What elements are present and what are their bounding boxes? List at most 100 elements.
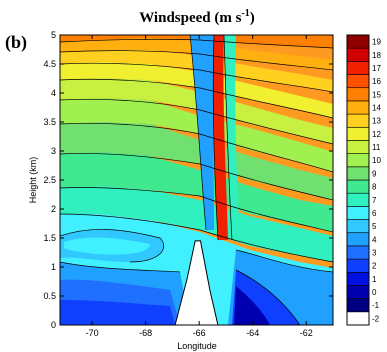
colorbar-label-2: 0: [372, 288, 377, 297]
colorbar-swatch-17: [346, 87, 370, 102]
colorbar-label-1: -1: [372, 301, 380, 310]
colorbar-label-3: 1: [372, 275, 377, 284]
colorbar-swatch-0: [346, 311, 370, 326]
colorbar-label-19: 17: [372, 64, 381, 73]
contour-line-3: [60, 78, 333, 119]
colorbar-label-11: 9: [372, 169, 377, 178]
colorbar-swatch-9: [346, 192, 370, 207]
x-tick-label-0: -70: [86, 328, 99, 338]
y-tick-label-2: 1: [51, 262, 56, 272]
contour-line-12: [235, 269, 301, 325]
colorbar-swatch-19: [346, 61, 370, 75]
colorbar-label-0: -2: [372, 314, 380, 323]
x-tick-label-3: -64: [246, 328, 259, 338]
colorbar-swatch-7: [346, 219, 370, 234]
field-crest-red: [213, 35, 228, 240]
colorbar-label-12: 10: [372, 156, 381, 165]
colorbar-swatch-20: [346, 47, 370, 62]
contour-line-15: [223, 35, 233, 241]
contour-line-14: [212, 35, 219, 241]
contour-line-5: [60, 122, 333, 173]
y-axis: 0 0.5 1 1.5 2 2.5 3 3.5 4 4.5 5: [43, 30, 333, 330]
colorbar-swatch-1: [346, 298, 370, 313]
colorbar-swatch-11: [346, 166, 370, 181]
x-tick-label-2: -66: [193, 328, 206, 338]
colorbar-frame: [346, 34, 370, 326]
colorbar-swatch-8: [346, 206, 370, 220]
colorbar-swatch-15: [346, 113, 370, 128]
y-tick-label-4: 2: [51, 204, 56, 214]
y-tick-label-1: 0.5: [43, 291, 56, 301]
chart-title-text: Windspeed: [139, 10, 211, 26]
colorbar-label-9: 7: [372, 196, 377, 205]
chart-title-exponent: -1: [241, 8, 249, 19]
colorbar-label-17: 15: [372, 90, 381, 99]
y-tick-label-9: 4.5: [43, 59, 56, 69]
colorbar-label-7: 5: [372, 222, 377, 231]
chart-title-units: (m s: [214, 10, 241, 26]
colorbar-label-8: 6: [372, 209, 377, 218]
field-lee-2: [234, 286, 270, 325]
plot-area: [59, 34, 334, 326]
colorbar-label-4: 2: [372, 262, 377, 271]
contour-line-7: [60, 187, 333, 233]
field-band-3: [60, 62, 333, 118]
contour-line-10: [60, 261, 181, 273]
colorbar-swatch-3: [346, 271, 370, 286]
colorbar-swatch-4: [346, 258, 370, 273]
colorbar-label-5: 3: [372, 249, 377, 258]
y-axis-label: Height (km): [28, 157, 38, 204]
colorbar-swatch-5: [346, 245, 370, 260]
colorbar-label-14: 12: [372, 130, 381, 139]
colorbar-label-18: 16: [372, 77, 381, 86]
contour-line-6: [60, 153, 333, 201]
colorbar-label-21: 19: [372, 38, 381, 47]
field-band-0: [60, 35, 333, 48]
colorbar-label-20: 18: [372, 51, 381, 60]
field-band-8: [60, 186, 333, 262]
colorbar-swatch-21: [346, 34, 370, 49]
contour-line-9: [60, 229, 165, 263]
field-band-5: [60, 98, 333, 172]
y-tick-label-10: 5: [51, 30, 56, 40]
colorbar-label-13: 11: [372, 143, 381, 152]
y-tick-label-5: 2.5: [43, 175, 56, 185]
contour-line-0: [60, 38, 333, 49]
y-tick-label-7: 3.5: [43, 117, 56, 127]
contour-line-1: [60, 50, 333, 71]
contour-line-11: [235, 249, 333, 273]
field-pool-4: [60, 300, 175, 325]
colorbar-swatch-12: [346, 153, 370, 168]
colorbar-label-10: 8: [372, 183, 377, 192]
contour-line-8: [60, 213, 333, 263]
x-tick-label-1: -68: [139, 328, 152, 338]
x-axis: -70 -68 -66 -64 -62: [86, 35, 313, 338]
y-tick-label-6: 3: [51, 146, 56, 156]
panel-label: (b): [5, 32, 27, 53]
colorbar-swatch-18: [346, 74, 370, 89]
chart-title: Windspeed (m s-1): [139, 8, 255, 26]
colorbar-swatch-13: [346, 140, 370, 154]
colorbar-swatch-2: [346, 285, 370, 299]
field-band-6: [60, 122, 333, 200]
colorbar-label-15: 13: [372, 117, 381, 126]
x-axis-label: Longitude: [177, 341, 217, 351]
field-crest-green: [224, 35, 240, 240]
colorbar-swatch-16: [346, 100, 370, 115]
colorbar-swatch-10: [346, 179, 370, 194]
colorbar-swatch-14: [346, 126, 370, 141]
colorbar-swatch-6: [346, 232, 370, 247]
contour-lines: [60, 35, 333, 325]
y-tick-label-8: 4: [51, 88, 56, 98]
contour-line-13: [189, 35, 207, 231]
y-tick-label-0: 0: [51, 320, 56, 330]
chart-title-close: ): [250, 10, 255, 26]
field-crest-blue: [190, 35, 214, 230]
field-band-7: [60, 152, 333, 232]
x-tick-label-4: -62: [300, 328, 313, 338]
colorbar-label-16: 14: [372, 104, 381, 113]
contour-line-2: [60, 62, 333, 93]
y-tick-label-3: 1.5: [43, 233, 56, 243]
